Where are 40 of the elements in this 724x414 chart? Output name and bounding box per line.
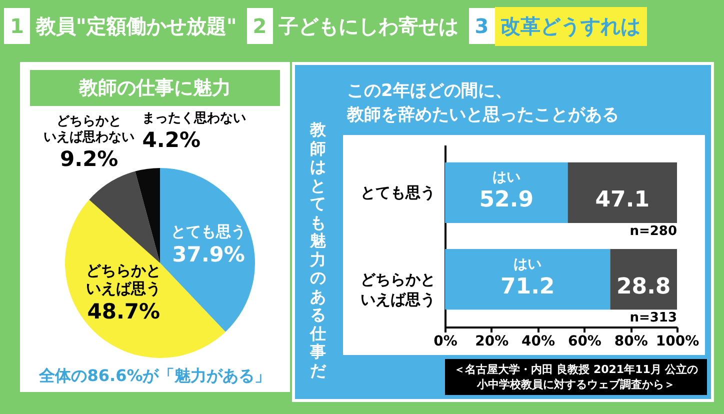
- x-tick-label: 60%: [568, 334, 602, 350]
- x-tick-label: 0%: [434, 334, 458, 350]
- data-label: 37.9%: [172, 242, 245, 267]
- data-label: 4.2%: [142, 128, 200, 152]
- slice-label: とても思う: [171, 222, 246, 241]
- data-label: 9.2%: [60, 147, 118, 172]
- slice-label: まったく思わない: [142, 111, 246, 126]
- x-tick-label: 40%: [522, 334, 556, 350]
- pie-slice: [160, 168, 255, 332]
- text: はい: [514, 256, 542, 272]
- data-label: 48.7%: [87, 300, 160, 324]
- slice-label: どちらかといえば思う: [86, 262, 162, 298]
- data-label: 28.8: [616, 274, 671, 300]
- data-label: 47.1: [595, 188, 650, 213]
- annotation: n=313: [630, 310, 677, 326]
- data-label: 71.2: [500, 274, 555, 300]
- bar: [445, 162, 568, 223]
- chart-title: この2年ほどの間に、: [347, 80, 513, 103]
- text: 全体の86.6%が「魅力がある」: [38, 366, 272, 387]
- series-label: はい: [492, 170, 520, 186]
- text: 改革どうすれは: [494, 6, 647, 46]
- annotation: n=280: [630, 224, 677, 239]
- text: ＜名古屋大学・内田 良教授 2021年11月 公立の小中学校教員に対するウェブ調査から＞: [445, 359, 707, 395]
- bar: [568, 162, 677, 223]
- pie-slice: [89, 171, 160, 263]
- text: 子どもにしわ寄せは: [278, 12, 460, 40]
- pie-slice: [135, 168, 160, 263]
- text: 3: [468, 8, 495, 44]
- text: 1: [4, 8, 30, 44]
- text: 教員"定額働かせ放題": [34, 12, 238, 40]
- text: 教師はとても魅力のある仕事だ: [310, 120, 326, 380]
- chart-title: 教師の仕事に魅力: [30, 70, 280, 106]
- bar: [445, 249, 610, 310]
- x-tick-label: 20%: [475, 334, 509, 350]
- text: 2: [246, 8, 273, 44]
- slice-label: どちらかといえば思わない: [44, 114, 135, 146]
- chart-subtitle: 教師を辞めたいと思ったことがある: [347, 104, 619, 127]
- x-tick-label: 100%: [656, 334, 700, 350]
- x-tick-label: 80%: [614, 334, 648, 350]
- data-label: 52.9: [479, 188, 534, 213]
